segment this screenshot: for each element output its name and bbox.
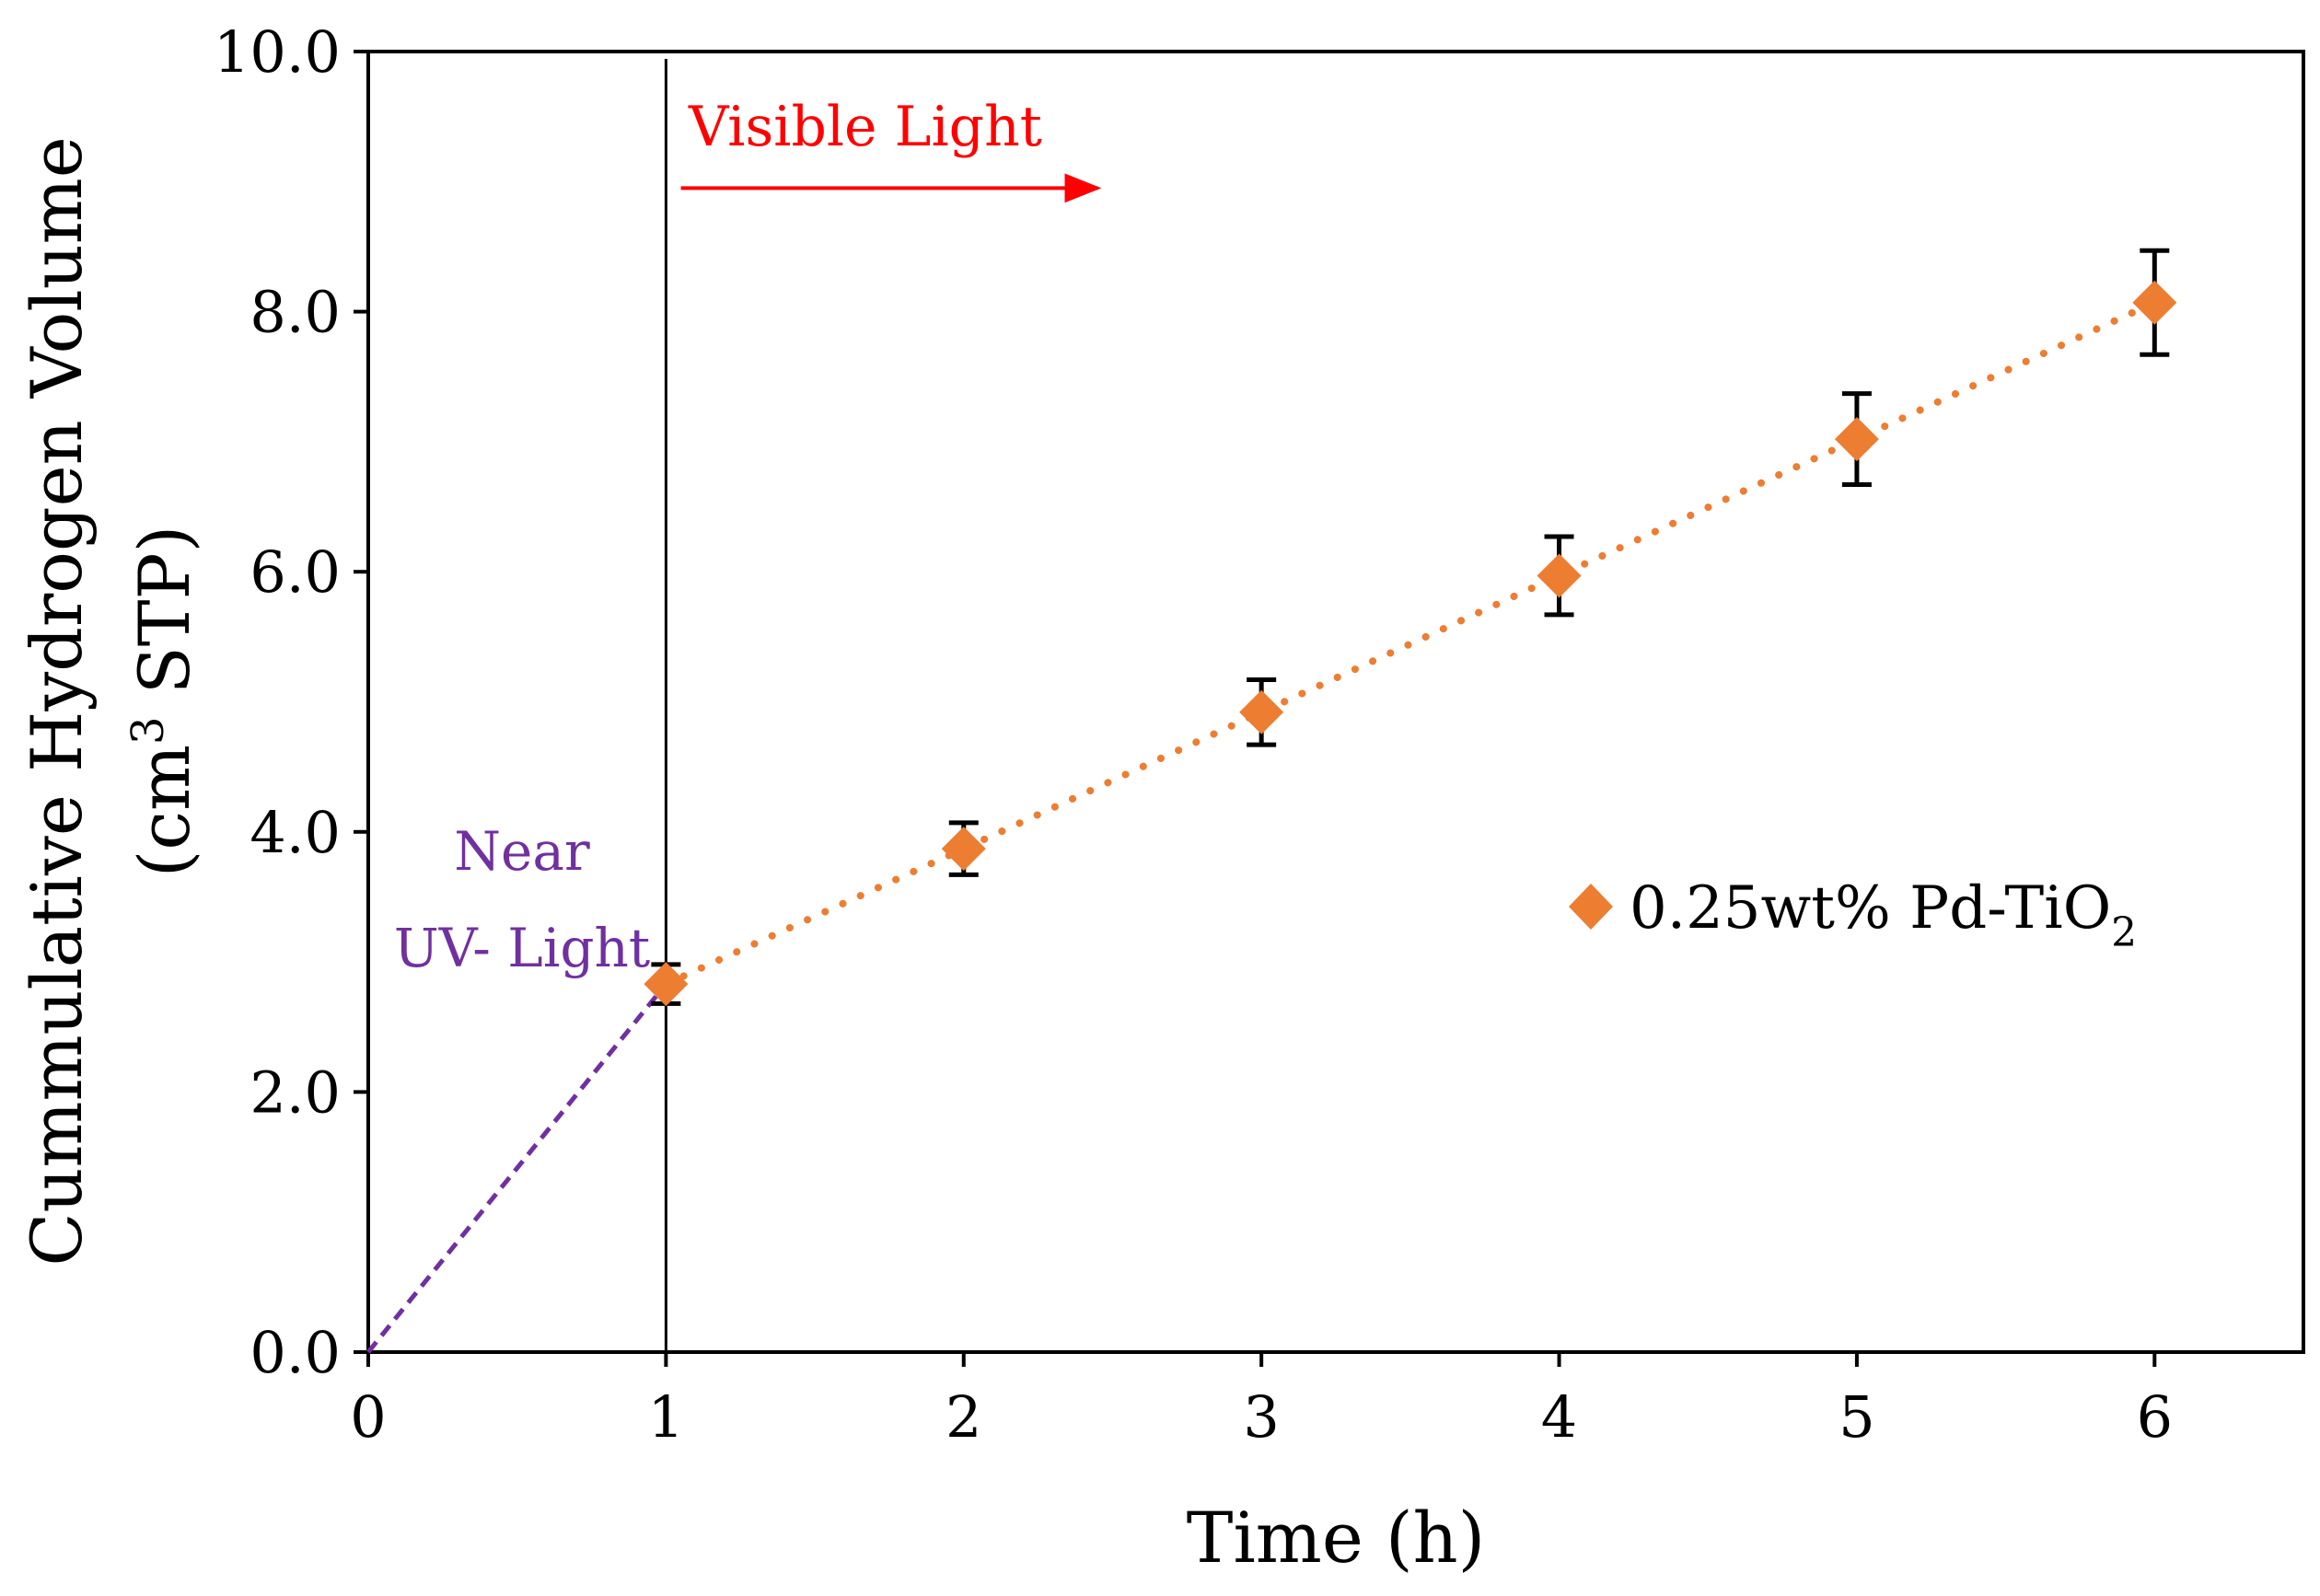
y-tick-label: 10.0 bbox=[214, 18, 341, 86]
y-tick-label: 2.0 bbox=[249, 1058, 341, 1126]
y-tick-label: 8.0 bbox=[249, 279, 341, 346]
x-tick-label: 6 bbox=[2137, 1383, 2173, 1451]
legend-label: 0.25wt% Pd-TiO2 bbox=[1630, 874, 2137, 956]
data-point-marker bbox=[1239, 689, 1284, 734]
data-markers bbox=[644, 280, 2177, 1007]
y-axis-title-line2: (cm3 STP) bbox=[122, 526, 205, 878]
x-axis-title: Time (h) bbox=[1187, 1497, 1485, 1579]
data-point-marker bbox=[1834, 417, 1879, 462]
x-tick-label: 2 bbox=[945, 1383, 981, 1451]
legend-label-text: 0.25wt% Pd-TiO bbox=[1630, 874, 2111, 943]
y-tick-label: 6.0 bbox=[249, 538, 341, 606]
data-point-marker bbox=[2132, 280, 2177, 325]
data-point-marker bbox=[1537, 553, 1582, 598]
data-point-marker bbox=[644, 962, 689, 1007]
y-axis-title-line1: Cummulative Hydrogen Volume bbox=[16, 136, 98, 1266]
y-axis-title-unit-prefix: (cm bbox=[123, 745, 205, 877]
x-tick-label: 3 bbox=[1243, 1383, 1279, 1451]
x-axis-ticks: 0 1 2 3 4 5 6 bbox=[350, 1352, 2173, 1451]
near-uv-label-line1: Near bbox=[454, 820, 590, 883]
visible-light-dotted-trendline bbox=[662, 298, 2159, 989]
x-tick-label: 0 bbox=[350, 1383, 386, 1451]
x-tick-label: 4 bbox=[1541, 1383, 1577, 1451]
legend-diamond-icon bbox=[1569, 884, 1613, 930]
visible-light-label: Visible Light bbox=[688, 95, 1042, 159]
y-axis-ticks: 0.0 2.0 4.0 6.0 8.0 10.0 bbox=[214, 18, 368, 1386]
legend: 0.25wt% Pd-TiO2 bbox=[1569, 874, 2137, 956]
y-axis-title-unit-suffix: STP) bbox=[123, 526, 205, 717]
near-uv-dashed-line bbox=[366, 982, 668, 1354]
y-tick-label: 4.0 bbox=[249, 799, 341, 866]
plot-area-frame bbox=[366, 50, 2305, 1354]
y-tick-label: 0.0 bbox=[249, 1319, 341, 1386]
x-tick-label: 5 bbox=[1839, 1383, 1874, 1451]
near-uv-label-line2: UV- Light bbox=[394, 917, 650, 979]
data-point-marker bbox=[941, 827, 986, 872]
legend-label-subscript: 2 bbox=[2111, 909, 2137, 956]
y-axis-title-unit-superscript: 3 bbox=[122, 716, 174, 745]
x-tick-label: 1 bbox=[648, 1383, 684, 1451]
